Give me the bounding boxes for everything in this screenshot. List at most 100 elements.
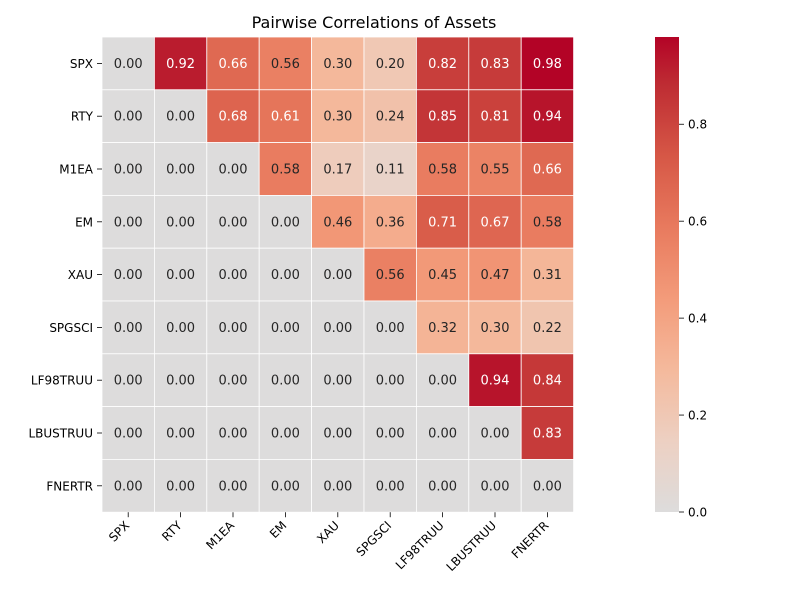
cell-value-label: 0.00 bbox=[323, 374, 352, 389]
cell-value-label: 0.00 bbox=[481, 427, 510, 442]
cell-value-label: 0.00 bbox=[323, 321, 352, 336]
colorbar-tick-label: 0.0 bbox=[688, 506, 707, 520]
cell-value-label: 0.32 bbox=[428, 321, 457, 336]
heatmap-cell bbox=[311, 142, 365, 196]
heatmap-cell bbox=[153, 458, 208, 513]
heatmap-cell bbox=[258, 194, 313, 249]
cell-value-label: 0.00 bbox=[271, 268, 300, 283]
y-tick-label: SPGSCI bbox=[49, 321, 93, 335]
heatmap-cell bbox=[258, 458, 313, 513]
cell-value-label: 0.22 bbox=[533, 321, 562, 336]
cell-value-label: 0.00 bbox=[114, 215, 143, 230]
heatmap-cell bbox=[101, 89, 155, 144]
colorbar-tick-label: 0.6 bbox=[688, 215, 707, 229]
cell-value-label: 0.00 bbox=[376, 321, 405, 336]
heatmap-cell bbox=[363, 458, 417, 513]
cell-value-label: 0.00 bbox=[114, 374, 143, 389]
heatmap-cell bbox=[415, 142, 470, 196]
cell-value-label: 0.36 bbox=[376, 215, 405, 230]
x-tick-label: LBUSTRUU bbox=[444, 518, 500, 574]
heatmap-cell bbox=[101, 300, 155, 355]
cell-value-label: 0.00 bbox=[114, 268, 143, 283]
cell-value-label: 0.58 bbox=[428, 163, 457, 178]
cell-value-label: 0.00 bbox=[219, 215, 248, 230]
cell-value-label: 0.30 bbox=[323, 57, 352, 72]
y-tick-label: SPX bbox=[70, 57, 93, 71]
cell-value-label: 0.24 bbox=[376, 110, 405, 125]
heatmap-cell bbox=[258, 36, 313, 91]
heatmap-cell bbox=[206, 247, 260, 302]
heatmap-cell bbox=[520, 300, 575, 355]
cell-value-label: 0.00 bbox=[219, 427, 248, 442]
y-tick-label: LF98TRUU bbox=[31, 374, 93, 388]
heatmap-cell bbox=[520, 247, 575, 302]
y-tick-label: EM bbox=[75, 215, 93, 229]
heatmap-cell bbox=[206, 142, 260, 196]
y-tick-label: RTY bbox=[71, 110, 94, 124]
cell-value-label: 0.81 bbox=[481, 110, 510, 125]
cell-value-label: 0.00 bbox=[271, 427, 300, 442]
heatmap-cell bbox=[206, 458, 260, 513]
heatmap-cell bbox=[520, 89, 575, 144]
cell-value-label: 0.00 bbox=[166, 268, 195, 283]
heatmap-cell bbox=[363, 247, 417, 302]
heatmap-cell bbox=[415, 89, 470, 144]
colorbar-gradient bbox=[655, 37, 679, 512]
cell-value-label: 0.00 bbox=[376, 427, 405, 442]
cell-value-label: 0.83 bbox=[533, 427, 562, 442]
cell-value-label: 0.00 bbox=[533, 479, 562, 494]
cell-value-label: 0.20 bbox=[376, 57, 405, 72]
cell-value-label: 0.67 bbox=[481, 215, 510, 230]
heatmap-cell bbox=[258, 300, 313, 355]
heatmap-cell bbox=[258, 406, 313, 460]
x-tick-label: SPX bbox=[106, 518, 132, 544]
cell-value-label: 0.00 bbox=[323, 427, 352, 442]
x-tick-label: SPGSCI bbox=[354, 518, 395, 559]
heatmap-cell bbox=[415, 247, 470, 302]
heatmap-cell bbox=[101, 458, 155, 513]
heatmap-cell bbox=[153, 353, 208, 407]
heatmap-cell bbox=[153, 142, 208, 196]
cell-value-label: 0.58 bbox=[533, 215, 562, 230]
heatmap-cell bbox=[101, 353, 155, 407]
colorbar-tick-label: 0.4 bbox=[688, 312, 707, 326]
cell-value-label: 0.00 bbox=[166, 479, 195, 494]
heatmap-cell bbox=[101, 247, 155, 302]
heatmap-cell bbox=[415, 406, 470, 460]
cell-value-label: 0.00 bbox=[166, 427, 195, 442]
cell-value-label: 0.00 bbox=[166, 321, 195, 336]
x-tick-label: XAU bbox=[314, 518, 342, 546]
cell-value-label: 0.56 bbox=[271, 57, 300, 72]
cell-value-label: 0.00 bbox=[166, 215, 195, 230]
cell-value-label: 0.11 bbox=[376, 163, 405, 178]
cell-value-label: 0.83 bbox=[481, 57, 510, 72]
cell-value-label: 0.30 bbox=[481, 321, 510, 336]
heatmap-cell bbox=[153, 247, 208, 302]
cell-value-label: 0.71 bbox=[428, 215, 457, 230]
cell-value-label: 0.58 bbox=[271, 163, 300, 178]
colorbar: 0.0 0.2 0.4 0.6 0.8 bbox=[655, 37, 707, 520]
cell-value-label: 0.00 bbox=[114, 427, 143, 442]
chart-title: Pairwise Correlations of Assets bbox=[252, 13, 497, 32]
cell-value-label: 0.00 bbox=[376, 479, 405, 494]
heatmap-cell bbox=[363, 36, 417, 91]
heatmap-cell bbox=[311, 300, 365, 355]
cell-value-label: 0.00 bbox=[114, 110, 143, 125]
cell-value-label: 0.00 bbox=[271, 374, 300, 389]
heatmap-cell bbox=[311, 458, 365, 513]
cell-value-label: 0.45 bbox=[428, 268, 457, 283]
cell-value-label: 0.00 bbox=[271, 479, 300, 494]
heatmap-cell bbox=[206, 89, 260, 144]
cell-value-label: 0.00 bbox=[114, 479, 143, 494]
cell-value-label: 0.00 bbox=[271, 215, 300, 230]
cell-value-label: 0.00 bbox=[166, 374, 195, 389]
cell-value-label: 0.00 bbox=[323, 268, 352, 283]
colorbar-tick-label: 0.8 bbox=[688, 118, 707, 132]
heatmap-cells: 0.00 0.92 0.66 0.56 0.30 0.20 0.82 0.83 0.98 0.00… bbox=[101, 36, 575, 513]
cell-value-label: 0.84 bbox=[533, 374, 562, 389]
heatmap-cell bbox=[153, 194, 208, 249]
heatmap-cell bbox=[101, 36, 155, 91]
heatmap-cell bbox=[101, 194, 155, 249]
